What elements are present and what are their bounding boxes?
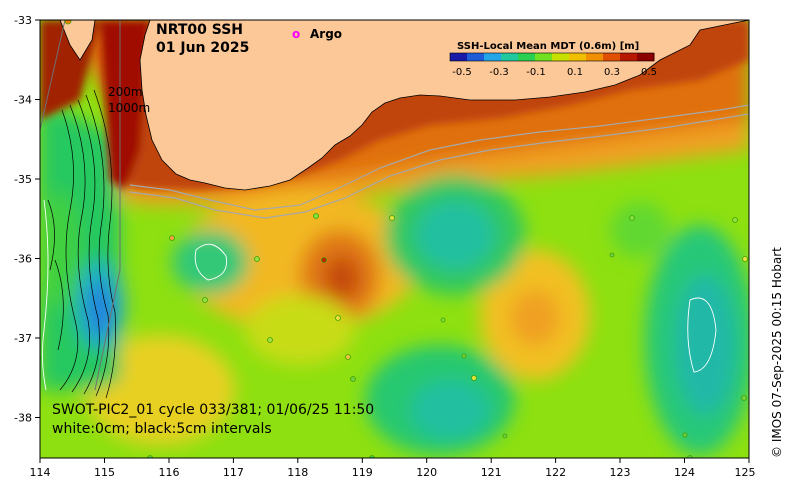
colorbar-swatch (450, 53, 468, 61)
x-tick-label: 114 (30, 466, 51, 479)
y-tick-label: -33 (14, 14, 32, 27)
contour-info: white:0cm; black:5cm intervals (52, 421, 272, 437)
colorbar-swatches (450, 53, 655, 61)
colorbar-swatch (484, 53, 502, 61)
x-tick-label: 120 (416, 466, 437, 479)
colorbar-swatch (620, 53, 638, 61)
colorbar-swatch (467, 53, 485, 61)
y-tick-label: -35 (14, 173, 32, 186)
colorbar-swatch (518, 53, 536, 61)
x-tick-label: 116 (159, 466, 180, 479)
y-tick-label: -34 (14, 94, 32, 107)
colorbar-tick: -0.1 (526, 67, 546, 78)
swath-info: SWOT-PIC2_01 cycle 033/381; 01/06/25 11:… (52, 402, 374, 418)
colorbar-tick: -0.5 (452, 67, 472, 78)
map-date: 01 Jun 2025 (156, 40, 249, 56)
isobath-label-1000m: 1000m (108, 101, 150, 115)
x-tick-marks (39, 458, 750, 463)
white-contours (41, 199, 717, 391)
colorbar-swatch (637, 53, 655, 61)
plot-frame (39, 19, 750, 459)
x-tick-label: 115 (94, 466, 115, 479)
colorbar-tick: 0.5 (641, 67, 657, 78)
y-tick-label: -37 (14, 332, 32, 345)
land-mass (139, 20, 749, 191)
colorbar-tick: -0.3 (489, 67, 509, 78)
colorbar-swatch (501, 53, 519, 61)
colorbar-title: SSH-Local Mean MDT (0.6m) [m] (457, 41, 639, 52)
colorbar-swatch (552, 53, 570, 61)
x-tick-label: 122 (545, 466, 566, 479)
colorbar-tick: 0.1 (567, 67, 583, 78)
x-tick-label: 118 (287, 466, 308, 479)
y-tick-label: -36 (14, 253, 32, 266)
x-tick-label: 123 (610, 466, 631, 479)
x-tick-label: 119 (352, 466, 373, 479)
colorbar: SSH-Local Mean MDT (0.6m) [m] -0.5 -0.3 … (449, 41, 657, 78)
black-contours (47, 89, 116, 399)
x-tick-label: 125 (735, 466, 756, 479)
map-title: NRT00 SSH (156, 22, 243, 38)
y-tick-marks (35, 19, 40, 418)
x-tick-label: 124 (674, 466, 695, 479)
colorbar-tick: 0.3 (604, 67, 620, 78)
colorbar-swatch (586, 53, 604, 61)
argo-legend-marker: o (292, 27, 300, 41)
x-tick-label: 121 (481, 466, 502, 479)
ssh-field (40, 20, 749, 458)
x-tick-label: 117 (223, 466, 244, 479)
y-tick-labels: -33 -34 -35 -36 -37 -38 (14, 14, 32, 425)
x-tick-labels: 114 115 116 117 118 119 120 121 122 123 … (30, 466, 756, 479)
argo-legend-label: Argo (310, 27, 342, 41)
colorbar-swatch (569, 53, 587, 61)
isobath-200m (129, 104, 749, 211)
isobath-1000m (129, 113, 749, 219)
colorbar-swatch (603, 53, 621, 61)
y-tick-label: -38 (14, 412, 32, 425)
credit-text: © IMOS 07-Sep-2025 00:15 Hobart (770, 247, 784, 458)
isobath-label-200m: 200m (108, 85, 143, 99)
colorbar-swatch (535, 53, 553, 61)
